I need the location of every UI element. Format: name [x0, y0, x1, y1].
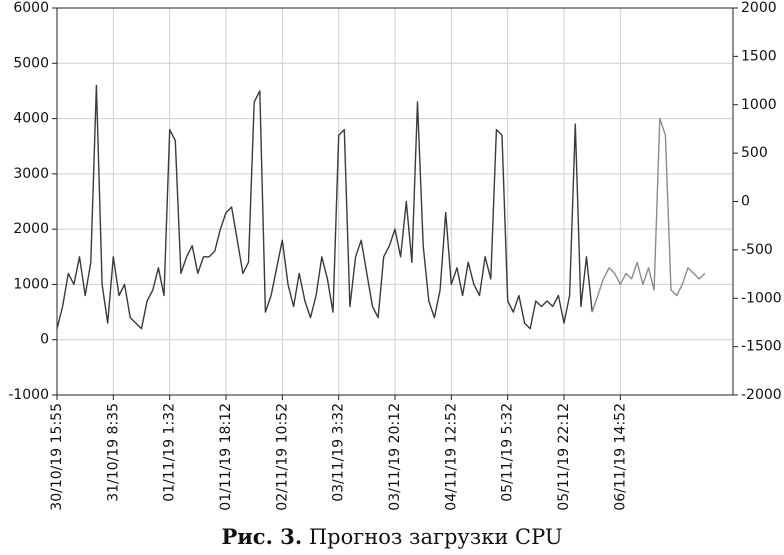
- y-tick-label: -1000: [8, 387, 49, 403]
- y-tick-label: 2000: [13, 221, 49, 237]
- y2-tick-label: 500: [741, 145, 768, 161]
- y2-tick-label: 2000: [741, 0, 777, 16]
- y2-tick-label: -2000: [741, 387, 782, 403]
- line-series: [591, 117, 706, 313]
- caption: Рис. 3. Прогноз загрузки CPU: [221, 524, 562, 549]
- y2-tick-label: -500: [741, 242, 773, 258]
- y2-tick-label: 1000: [741, 97, 777, 113]
- y-tick-label: 4000: [13, 111, 49, 127]
- x-tick-label: 06/11/19 14:52: [612, 403, 628, 511]
- y-tick-label: 1000: [13, 276, 49, 292]
- y2-tick-label: 1500: [741, 48, 777, 64]
- x-tick-label: 01/11/19 18:12: [218, 403, 234, 511]
- plot-frame: [56, 7, 734, 396]
- y-tick-label: 3000: [13, 166, 49, 182]
- x-tick-label: 30/10/19 15:55: [49, 403, 65, 511]
- chart-title: Прогноз загрузки CPU: [309, 525, 563, 549]
- caption-label: Рис. 3.: [221, 524, 302, 549]
- x-tick-label: 03/11/19 3:32: [331, 403, 347, 502]
- y2-tick-label: -1500: [741, 339, 782, 355]
- x-tick-label: 05/11/19 22:12: [556, 403, 572, 511]
- y-tick-label: 5000: [13, 55, 49, 71]
- y2-tick-label: 0: [741, 194, 750, 210]
- x-tick-label: 31/10/19 8:35: [105, 403, 121, 502]
- x-tick-label: 01/11/19 1:32: [162, 403, 178, 502]
- x-tick-label: 02/11/19 10:52: [274, 403, 290, 511]
- x-tick-label: 03/11/19 20:12: [387, 403, 403, 511]
- line-series: [56, 84, 593, 330]
- x-tick-label: 04/11/19 12:52: [443, 403, 459, 511]
- y-tick-label: 6000: [13, 0, 49, 16]
- y2-tick-label: -1000: [741, 290, 782, 306]
- y-tick-label: 0: [40, 332, 49, 348]
- x-tick-label: 05/11/19 5:32: [500, 403, 516, 502]
